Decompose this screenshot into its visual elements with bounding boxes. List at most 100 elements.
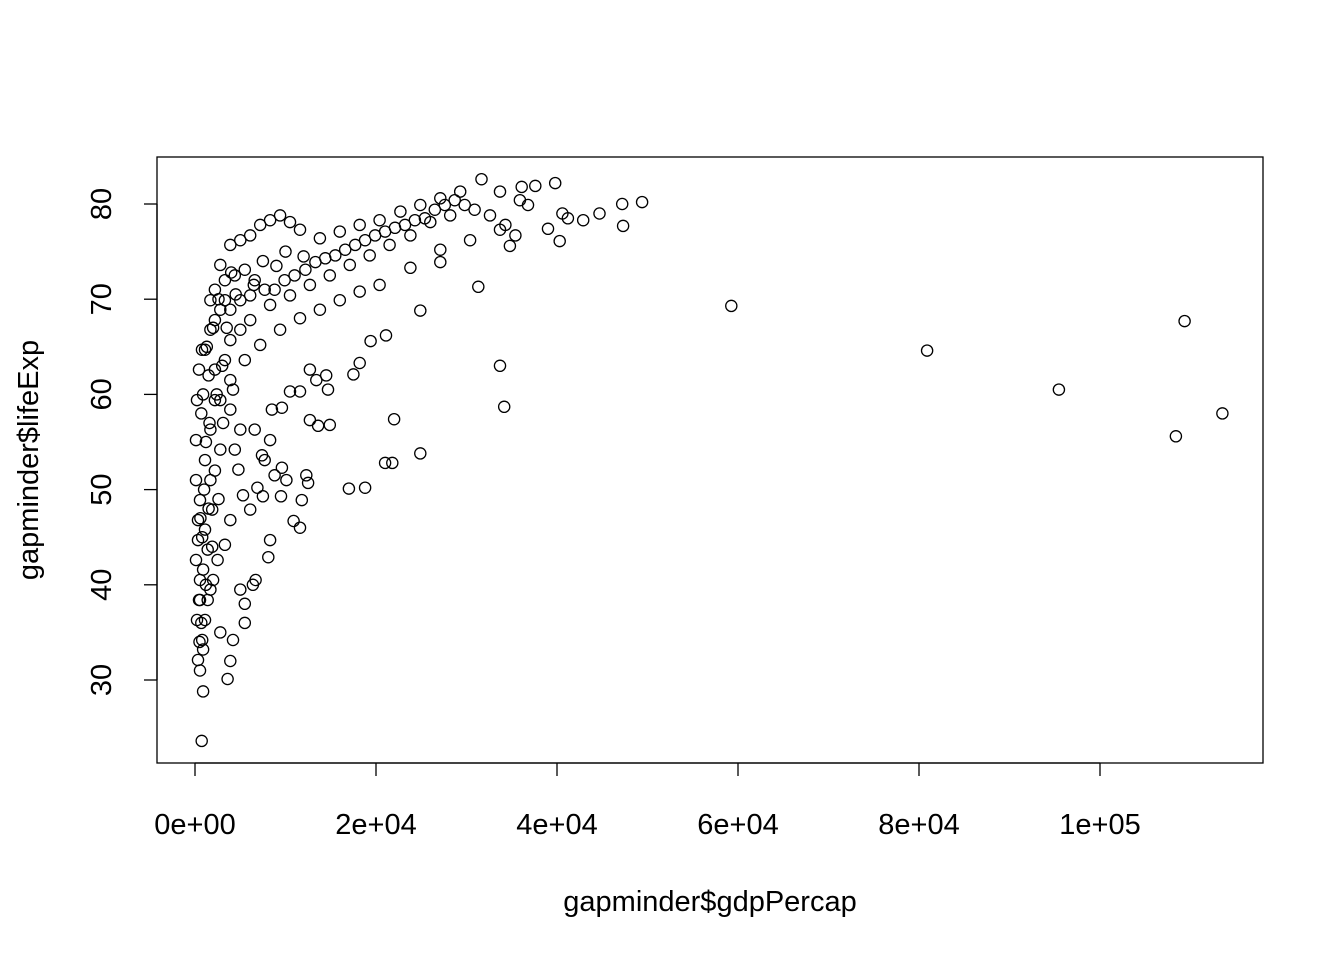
data-point: [224, 403, 237, 416]
data-point: [343, 258, 357, 272]
data-point: [232, 463, 245, 476]
data-point: [214, 626, 227, 639]
data-point: [218, 273, 232, 287]
data-point: [323, 418, 337, 432]
data-point: [192, 363, 206, 376]
data-point: [263, 433, 277, 447]
data-point: [243, 503, 257, 516]
data-point: [218, 538, 232, 552]
data-point: [195, 530, 209, 544]
data-point: [234, 323, 247, 336]
data-point: [373, 278, 386, 292]
data-point: [556, 207, 569, 220]
data-point: [191, 653, 205, 667]
data-point: [198, 613, 212, 627]
data-point: [196, 685, 210, 698]
data-point: [234, 423, 247, 436]
data-point: [303, 363, 317, 376]
data-point: [195, 633, 209, 647]
data-point: [299, 263, 312, 276]
data-point: [635, 195, 649, 209]
data-point: [218, 293, 232, 307]
data-point: [192, 593, 206, 607]
data-point: [347, 368, 360, 381]
data-point: [288, 269, 301, 282]
data-point: [200, 340, 214, 354]
data-point: [224, 303, 237, 316]
data-point: [273, 323, 287, 336]
data-point: [383, 238, 396, 252]
y-tick-label: 50: [86, 473, 118, 505]
data-point: [333, 293, 347, 307]
data-point: [303, 413, 317, 427]
x-axis-label: gapminder$gdpPercap: [563, 886, 856, 918]
data-point: [408, 213, 422, 227]
data-point: [238, 616, 252, 630]
data-point: [353, 285, 366, 298]
data-point: [270, 259, 283, 273]
data-point: [725, 299, 738, 313]
data-point: [226, 383, 240, 396]
x-axis: 0e+00 2e+04 4e+04 6e+04 8e+04 1e+05: [154, 762, 1141, 841]
data-point: [468, 203, 481, 216]
data-point: [224, 266, 238, 279]
data-point: [263, 213, 277, 227]
data-point: [216, 416, 230, 430]
data-point: [218, 353, 232, 367]
data-point: [521, 198, 535, 212]
data-point: [198, 523, 212, 536]
data-point: [353, 218, 366, 232]
data-point: [228, 443, 242, 456]
data-point: [615, 197, 629, 211]
data-point: [202, 369, 215, 382]
data-point: [274, 490, 288, 503]
data-point: [189, 433, 203, 447]
y-tick-label: 80: [86, 188, 118, 220]
x-tick-label: 0e+00: [154, 809, 235, 841]
data-point: [199, 435, 213, 449]
data-point: [293, 385, 307, 398]
data-point: [418, 212, 432, 225]
data-point: [463, 233, 477, 247]
data-point: [243, 289, 257, 302]
data-point: [310, 373, 323, 387]
data-point: [275, 461, 289, 474]
data-point: [448, 193, 461, 207]
data-point: [434, 192, 447, 205]
data-point: [238, 597, 252, 611]
points-layer: [189, 172, 1229, 748]
data-point: [358, 481, 372, 494]
data-point: [499, 218, 512, 232]
data-point: [404, 261, 417, 275]
data-point: [194, 511, 207, 525]
data-point: [323, 269, 337, 282]
data-point: [378, 456, 392, 470]
data-point: [434, 243, 447, 256]
data-point: [300, 469, 313, 482]
data-point: [394, 205, 407, 218]
data-point: [268, 283, 281, 296]
data-point: [529, 179, 542, 193]
data-point: [1169, 430, 1183, 443]
data-point: [243, 229, 257, 242]
data-point: [251, 481, 264, 494]
data-point: [313, 303, 327, 316]
data-point: [279, 245, 292, 258]
data-point: [301, 476, 315, 490]
data-point: [189, 553, 203, 567]
data-point: [234, 583, 247, 596]
data-point: [198, 453, 212, 467]
data-point: [211, 553, 224, 567]
data-point: [353, 356, 366, 370]
data-point: [319, 369, 333, 382]
data-point: [438, 198, 452, 212]
data-point: [503, 239, 517, 253]
data-point: [283, 289, 297, 302]
data-point: [338, 243, 352, 256]
data-point: [265, 403, 279, 416]
data-point: [303, 278, 317, 292]
data-point: [283, 385, 297, 398]
data-point: [475, 172, 488, 186]
data-point: [541, 222, 555, 236]
